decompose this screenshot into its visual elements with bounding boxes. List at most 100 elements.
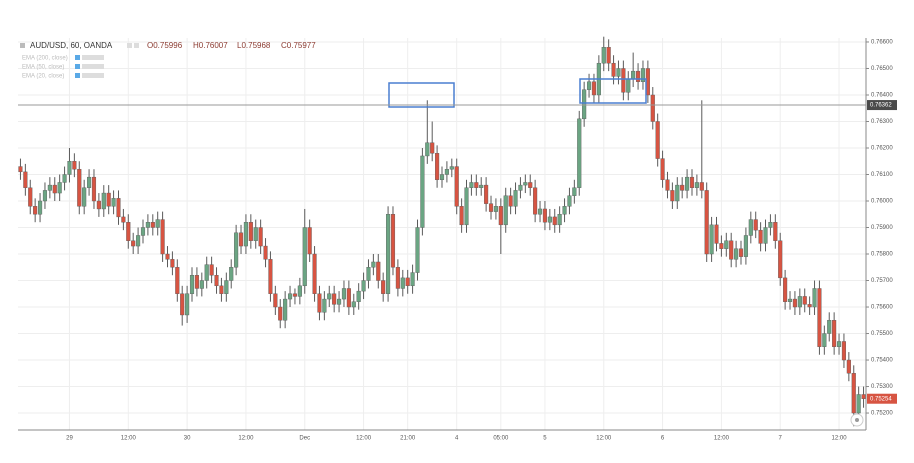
candle-body [680, 184, 685, 191]
candle-body [224, 280, 229, 294]
candle-body [415, 227, 420, 273]
candle-body [792, 298, 797, 308]
candle-body [273, 293, 278, 308]
candle-body [616, 68, 621, 77]
indicator-label[interactable]: EMA (200, close) [22, 56, 68, 62]
candle-body [768, 222, 773, 228]
settings-icon [855, 418, 859, 422]
candle-body [312, 253, 317, 294]
candle-body [278, 306, 283, 321]
candle-body [175, 267, 180, 294]
candle-body [91, 176, 97, 202]
candle-body [136, 235, 141, 247]
candle-body [552, 216, 557, 226]
candle-body [533, 187, 538, 215]
candle-body [87, 176, 92, 188]
candle-body [351, 301, 356, 308]
candle-body [170, 259, 175, 268]
candle-body [238, 232, 244, 247]
candle-body [405, 277, 410, 287]
y-tick-label: 0.75700 [871, 278, 893, 284]
candle-body [248, 222, 253, 241]
candle-body [253, 227, 258, 241]
y-tick-label: 0.75400 [871, 358, 893, 364]
annotation-box[interactable] [388, 82, 455, 108]
candle-body [807, 304, 812, 308]
candle-body [180, 293, 185, 316]
candle-body [547, 216, 552, 223]
ohlc-label: C0.75977 [281, 41, 316, 50]
indicator-icon[interactable] [82, 55, 104, 60]
indicator-icon[interactable] [75, 73, 80, 78]
indicator-icon[interactable] [82, 64, 104, 69]
x-tick-label: 12:00 [596, 436, 612, 442]
x-tick-label: 12:00 [356, 436, 372, 442]
candle-body [292, 293, 298, 297]
candle-body [846, 359, 851, 374]
candle-body [395, 267, 400, 289]
candle-body [591, 81, 597, 96]
candle-body [459, 206, 464, 226]
candle-body [797, 296, 802, 308]
candle-body [694, 182, 699, 188]
header-icon[interactable] [127, 43, 132, 48]
candle-body [131, 240, 136, 247]
candle-body [650, 94, 655, 122]
candle-body [23, 171, 28, 188]
candle-body [361, 280, 366, 292]
candle-body [101, 192, 106, 210]
candle-body [390, 214, 396, 268]
candle-body [606, 47, 611, 64]
candle-body [96, 200, 101, 210]
indicator-label[interactable]: EMA (50, close) [22, 65, 64, 71]
candle-body [82, 187, 87, 207]
candle-body [709, 224, 714, 255]
indicator-label[interactable]: EMA (20, close) [22, 74, 64, 80]
candle-body [841, 341, 847, 361]
candle-body [660, 158, 665, 180]
candle-body [464, 187, 469, 226]
header-icon[interactable] [20, 43, 25, 48]
candle-body [283, 298, 288, 321]
y-tick-label: 0.76500 [871, 66, 893, 72]
y-tick-label: 0.75500 [871, 331, 893, 337]
candle-body [861, 394, 866, 399]
candle-body [513, 190, 518, 207]
candle-body [528, 182, 533, 188]
indicator-icon[interactable] [75, 64, 80, 69]
candle-body [836, 341, 842, 347]
candle-body [410, 272, 415, 287]
candle-body [748, 219, 753, 236]
candle-body [116, 198, 121, 218]
header-icon[interactable] [134, 43, 139, 48]
ohlc-label: O0.75996 [147, 41, 183, 50]
candle-body [72, 161, 77, 170]
candle-body [498, 206, 503, 226]
candle-body [537, 208, 543, 215]
candle-body [611, 62, 616, 77]
y-tick-label: 0.75200 [871, 411, 893, 417]
candle-body [376, 261, 381, 281]
ohlc-label: L0.75968 [237, 41, 271, 50]
candle-body [508, 195, 513, 207]
candle-body [827, 320, 832, 334]
price-label-box [867, 100, 897, 111]
annotation-box[interactable] [579, 78, 647, 104]
ohlc-label: H0.76007 [193, 41, 228, 50]
candle-body [77, 168, 82, 207]
candle-body [322, 298, 327, 313]
candle-body [371, 261, 376, 268]
indicator-icon[interactable] [82, 73, 104, 78]
indicator-icon[interactable] [75, 55, 80, 60]
candle-body [665, 179, 670, 191]
candle-body [636, 70, 641, 82]
candle-body [851, 373, 856, 414]
candle-body [503, 195, 508, 226]
candle-body [332, 293, 337, 305]
candle-body [229, 267, 234, 281]
candle-body [572, 187, 577, 196]
candle-body [150, 222, 155, 228]
candle-body [518, 184, 523, 191]
candle-body [204, 264, 209, 281]
